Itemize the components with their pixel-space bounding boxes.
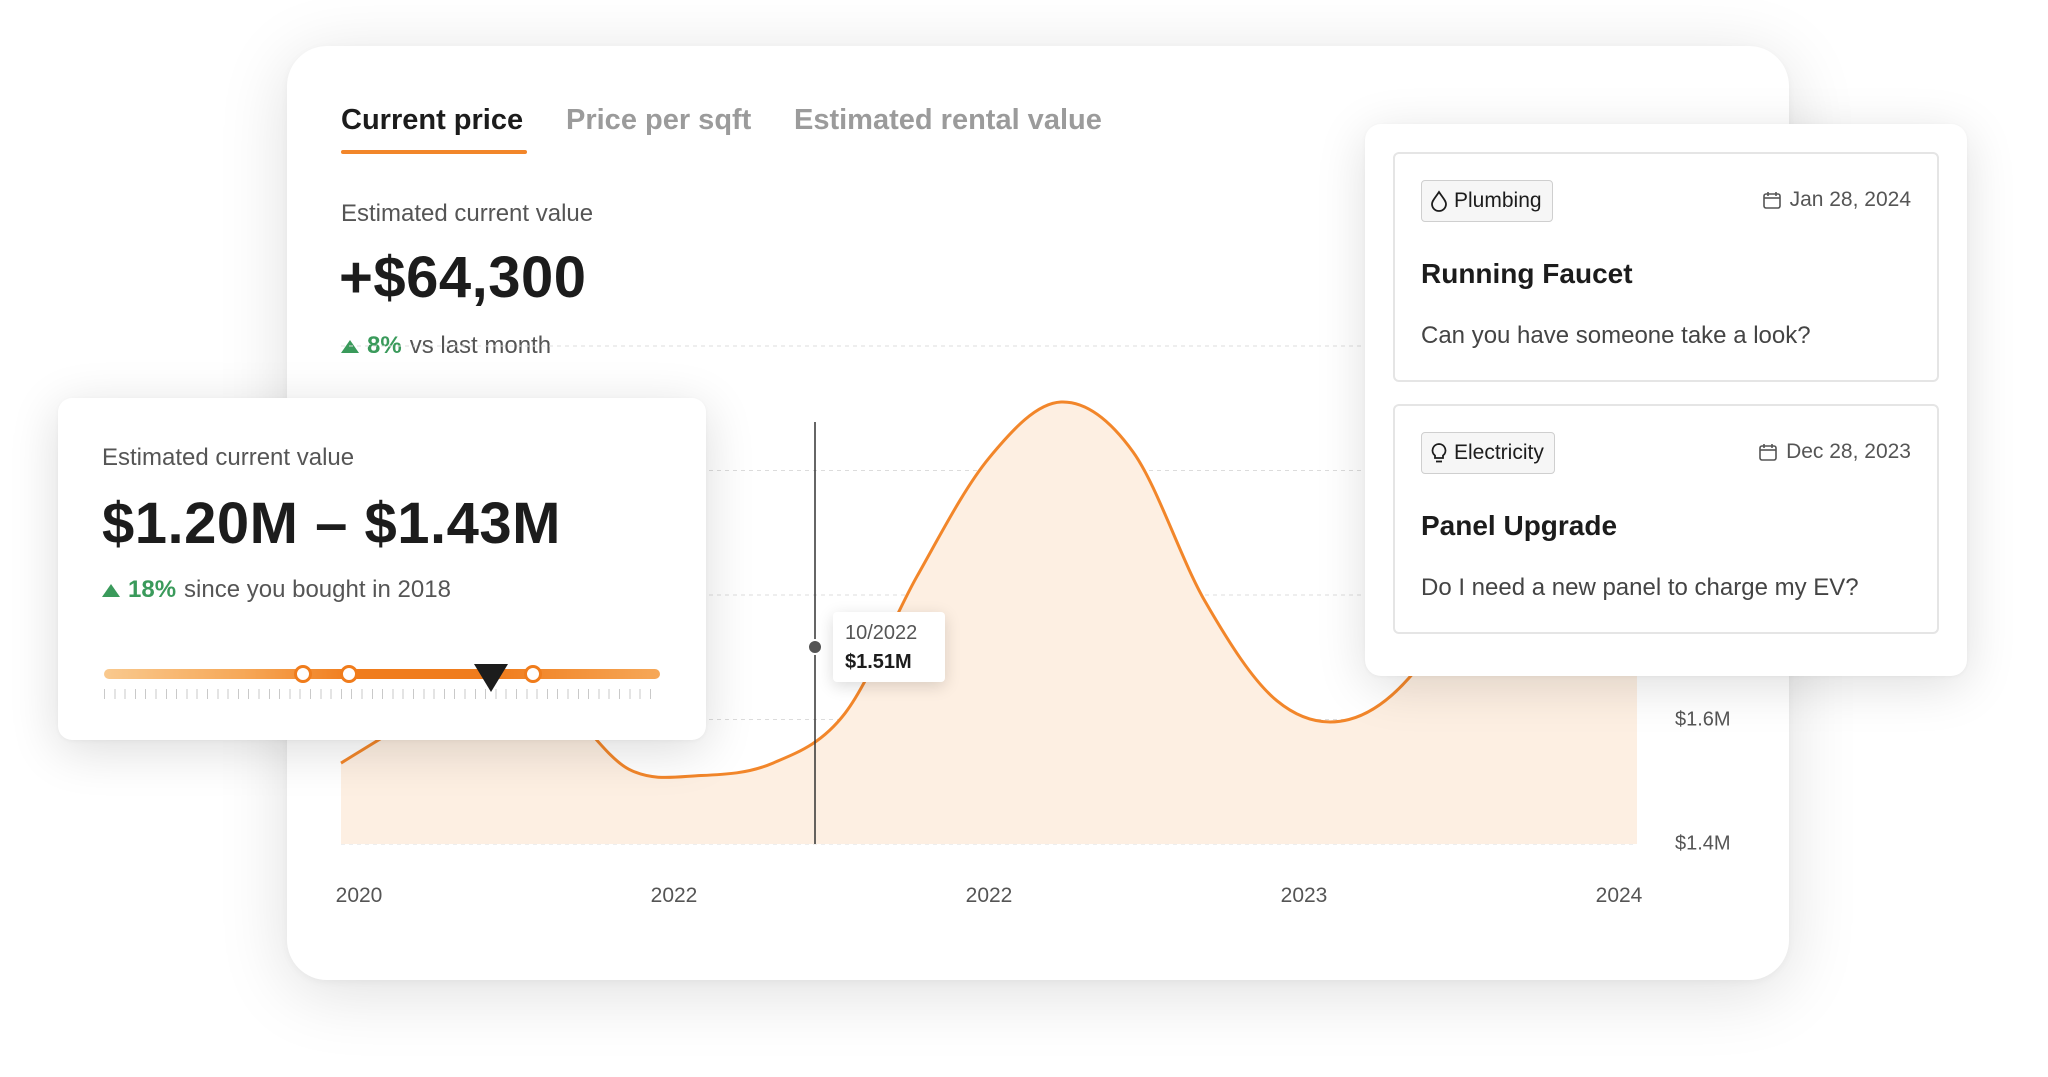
- y-axis-tick-label: $1.4M: [1675, 832, 1731, 855]
- summary-label: Estimated current value: [341, 200, 594, 227]
- request-date: Dec 28, 2023: [1758, 440, 1911, 464]
- range-card-delta: 18% since you bought in 2018: [102, 576, 451, 604]
- range-card-delta-percent: 18%: [128, 576, 177, 603]
- range-card-value: $1.20M – $1.43M: [102, 491, 561, 556]
- service-requests-panel: Plumbing Jan 28, 2024 Running Faucet Can…: [1365, 124, 1967, 676]
- calendar-icon: [1758, 442, 1778, 462]
- calendar-icon: [1762, 190, 1782, 210]
- lightbulb-icon: [1430, 442, 1448, 464]
- tooltip-date: 10/2022: [845, 622, 918, 644]
- x-axis-tick-label: 2023: [1280, 884, 1328, 907]
- category-tag: Plumbing: [1421, 180, 1553, 222]
- chart-hover-point[interactable]: [807, 639, 823, 655]
- request-message: Can you have someone take a look?: [1421, 322, 1811, 349]
- request-message: Do I need a new panel to charge my EV?: [1421, 574, 1859, 601]
- x-axis-tick-label: 2022: [965, 884, 1013, 907]
- active-tab-indicator: [341, 150, 527, 154]
- chart-tooltip: 10/2022 $1.51M: [833, 612, 945, 682]
- request-title: Running Faucet: [1421, 258, 1633, 289]
- summary-value: +$64,300: [339, 245, 587, 310]
- value-range-slider[interactable]: [104, 669, 660, 679]
- request-date-text: Dec 28, 2023: [1786, 440, 1911, 463]
- service-request-card[interactable]: Plumbing Jan 28, 2024 Running Faucet Can…: [1393, 152, 1939, 382]
- tab-current-price[interactable]: Current price: [341, 104, 524, 136]
- category-tag-label: Electricity: [1454, 441, 1544, 464]
- tooltip-value: $1.51M: [845, 651, 912, 673]
- range-card-delta-text: since you bought in 2018: [184, 576, 451, 603]
- slider-tick-marks: [104, 689, 660, 699]
- tab-estimated-rental-value[interactable]: Estimated rental value: [794, 104, 1102, 136]
- x-axis-tick-label: 2022: [650, 884, 698, 907]
- slider-marker[interactable]: [524, 665, 542, 683]
- y-axis-tick-label: $1.6M: [1675, 708, 1731, 730]
- tab-price-per-sqft[interactable]: Price per sqft: [566, 104, 752, 136]
- value-range-card: Estimated current value $1.20M – $1.43M …: [58, 398, 706, 740]
- request-date-text: Jan 28, 2024: [1789, 188, 1911, 211]
- range-card-label: Estimated current value: [102, 444, 355, 471]
- x-axis-tick-label: 2020: [335, 884, 383, 907]
- trend-up-icon: [102, 583, 120, 597]
- slider-marker[interactable]: [340, 665, 358, 683]
- service-request-card[interactable]: Electricity Dec 28, 2023 Panel Upgrade D…: [1393, 404, 1939, 634]
- x-axis-tick-label: 2024: [1595, 884, 1643, 907]
- slider-marker[interactable]: [294, 665, 312, 683]
- slider-handle[interactable]: [474, 664, 508, 692]
- category-tag: Electricity: [1421, 432, 1555, 474]
- chart-area-fill: [341, 389, 1637, 844]
- request-date: Jan 28, 2024: [1762, 188, 1911, 212]
- request-title: Panel Upgrade: [1421, 510, 1618, 541]
- category-tag-label: Plumbing: [1454, 189, 1542, 212]
- water-drop-icon: [1430, 190, 1448, 212]
